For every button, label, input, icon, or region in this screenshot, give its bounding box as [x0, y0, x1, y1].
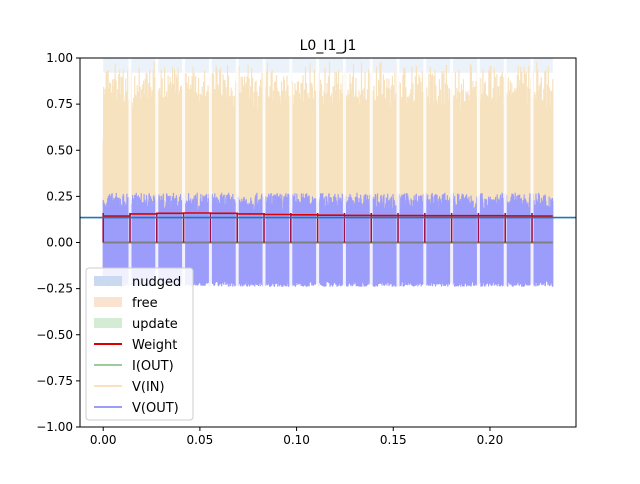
legend-label-i-out: I(OUT) — [132, 359, 174, 374]
x-tick-label: 0.10 — [283, 433, 310, 447]
y-tick-label: 0.75 — [46, 97, 73, 111]
x-tick-label: 0.05 — [187, 433, 214, 447]
y-tick-label: −0.25 — [36, 282, 73, 296]
y-tick-label: −0.75 — [36, 374, 73, 388]
y-tick-label: −1.00 — [36, 420, 73, 434]
cycle-gap — [343, 58, 346, 289]
legend-label-free: free — [132, 296, 158, 311]
legend-label-nudged: nudged — [132, 275, 181, 290]
cycle-gap — [263, 58, 266, 289]
chart-title: L0_I1_J1 — [300, 38, 357, 54]
legend-label-weight: Weight — [132, 338, 177, 353]
cycle-gap — [450, 58, 453, 289]
cycle-gap — [370, 58, 373, 289]
cycle-gap — [209, 58, 212, 289]
legend-label-v-out: V(OUT) — [132, 401, 179, 416]
x-tick-label: 0.20 — [477, 433, 504, 447]
y-tick-label: 0.25 — [46, 189, 73, 203]
cycle-gap — [289, 58, 292, 289]
cycle-gap — [397, 58, 400, 289]
cycle-gap — [182, 58, 185, 289]
legend: nudged free update Weight I(OUT) V(IN) V… — [86, 268, 193, 420]
cycle-gap — [477, 58, 480, 289]
y-tick-label: 1.00 — [46, 51, 73, 65]
cycle-gap — [316, 58, 319, 289]
plot-area — [80, 58, 576, 289]
legend-swatch-free — [94, 297, 122, 307]
nudged-band — [103, 58, 553, 73]
y-tick-label: 0.50 — [46, 143, 73, 157]
legend-label-update: update — [132, 317, 178, 332]
legend-swatch-update — [94, 318, 122, 328]
cycle-gap — [504, 58, 507, 289]
cycle-gap — [531, 58, 534, 289]
cycle-gap — [236, 58, 239, 289]
cycle-gap — [155, 58, 158, 289]
x-tick-label: 0.15 — [380, 433, 407, 447]
cycle-gap — [423, 58, 426, 289]
y-tick-label: −0.50 — [36, 328, 73, 342]
cycle-gap — [129, 58, 132, 289]
x-tick-label: 0.00 — [90, 433, 117, 447]
legend-swatch-nudged — [94, 276, 122, 286]
y-tick-label: 0.00 — [46, 236, 73, 250]
legend-label-v-in: V(IN) — [132, 380, 165, 395]
